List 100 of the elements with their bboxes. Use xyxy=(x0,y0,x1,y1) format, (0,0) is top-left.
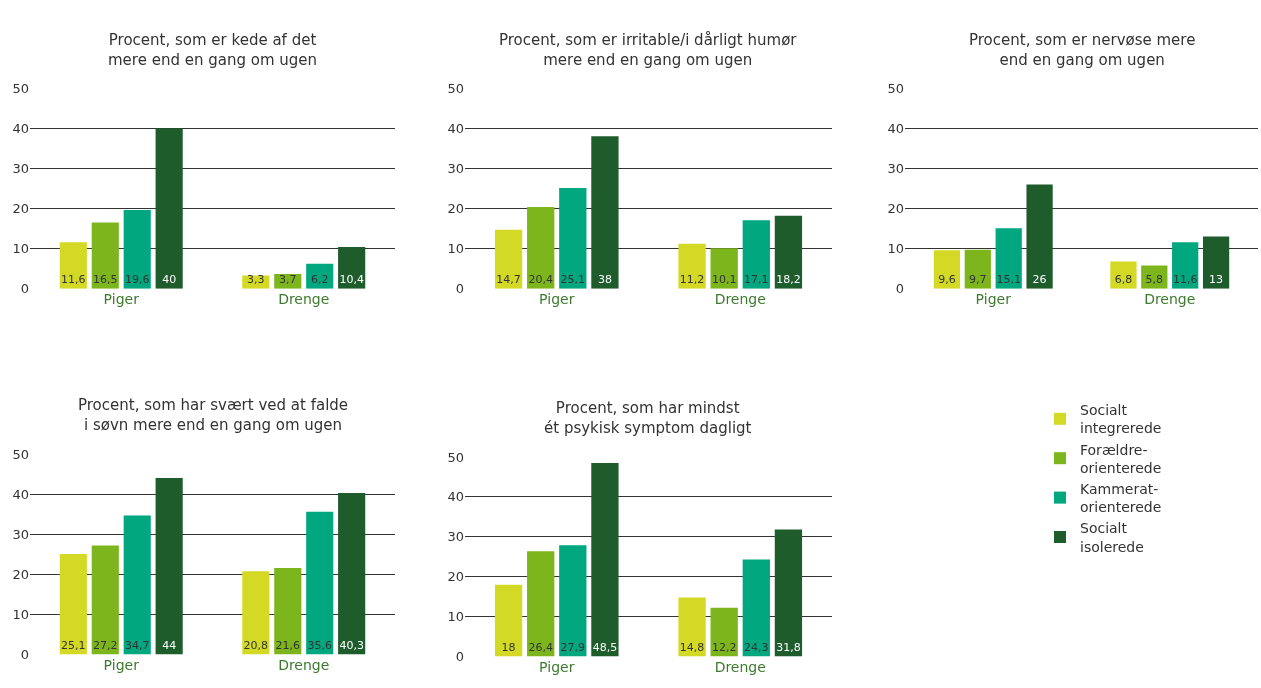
bar xyxy=(494,584,523,657)
data-label: 3,3 xyxy=(247,272,265,286)
chart-title: Procent, som har mindst ét psykisk symptom dagligt xyxy=(544,399,752,437)
y-tick-label: 50 xyxy=(887,80,904,96)
y-tick-label: 30 xyxy=(12,526,29,542)
bar xyxy=(59,553,87,655)
data-label: 20,4 xyxy=(528,272,553,286)
y-tick-label: 0 xyxy=(895,281,904,297)
y-tick-label: 10 xyxy=(887,241,904,257)
data-label: 48,5 xyxy=(592,640,618,654)
data-label: 13 xyxy=(1209,272,1224,286)
y-tick-label: 10 xyxy=(447,609,464,625)
data-label: 25,1 xyxy=(560,272,586,286)
bar xyxy=(527,551,555,657)
data-label: 14,8 xyxy=(679,640,705,654)
bar xyxy=(559,188,587,289)
data-label: 40 xyxy=(162,272,177,286)
bar xyxy=(742,559,770,657)
y-tick-label: 20 xyxy=(12,201,29,217)
x-tick-label: Piger xyxy=(539,658,575,675)
data-label: 11,6 xyxy=(61,272,86,286)
data-label: 9,7 xyxy=(969,272,987,286)
data-label: 9,6 xyxy=(938,272,956,286)
data-label: 5,8 xyxy=(1145,272,1164,286)
y-tick-label: 0 xyxy=(455,649,464,665)
x-tick-label: Drenge xyxy=(714,290,766,307)
legend-label: Kammerat- orienterede xyxy=(1080,480,1162,516)
x-tick-label: Drenge xyxy=(714,658,766,675)
data-label: 3,7 xyxy=(279,272,297,286)
data-label: 15,1 xyxy=(996,272,1021,286)
data-label: 27,2 xyxy=(93,638,118,652)
chart-title: Procent, som er kede af det mere end en gang om ugen xyxy=(108,31,318,69)
bar xyxy=(742,220,770,289)
bar xyxy=(338,492,366,655)
x-tick-label: Piger xyxy=(103,656,140,673)
data-label: 18,2 xyxy=(776,272,801,286)
y-tick-label: 0 xyxy=(20,281,29,297)
bar xyxy=(559,545,587,657)
y-tick-label: 50 xyxy=(12,446,29,462)
bar xyxy=(591,136,619,289)
data-label: 24,3 xyxy=(744,640,769,654)
data-label: 25,1 xyxy=(61,638,86,652)
legend-label: Socialt integrerede xyxy=(1080,402,1162,437)
y-tick-label: 50 xyxy=(447,80,464,96)
chart-title: Procent, som er nervøse mere end en gang om ugen xyxy=(969,31,1196,69)
data-label: 10,4 xyxy=(339,272,364,286)
bar xyxy=(306,511,334,655)
y-tick-label: 0 xyxy=(455,281,464,297)
bar xyxy=(155,478,183,655)
data-label: 40,3 xyxy=(339,638,364,652)
data-label: 6,8 xyxy=(1114,272,1133,286)
bar xyxy=(995,228,1022,289)
bar xyxy=(678,243,706,289)
y-tick-label: 30 xyxy=(447,529,464,545)
data-label: 35,6 xyxy=(307,638,332,652)
x-tick-label: Drenge xyxy=(278,290,330,307)
y-tick-label: 10 xyxy=(12,241,29,257)
data-label: 18 xyxy=(501,640,516,654)
bar xyxy=(591,462,619,657)
data-label: 14,7 xyxy=(496,272,521,286)
data-label: 11,6 xyxy=(1172,272,1198,286)
data-label: 31,8 xyxy=(776,640,801,654)
chart-title: Procent, som har svært ved at falde i søvn mere end en gang om ugen xyxy=(78,396,349,434)
data-label: 26 xyxy=(1032,272,1047,286)
bar xyxy=(710,607,738,657)
y-tick-label: 10 xyxy=(12,607,29,623)
bar xyxy=(59,242,87,289)
bar xyxy=(123,210,151,289)
y-tick-label: 40 xyxy=(12,120,29,136)
bar xyxy=(274,567,302,655)
data-label: 12,2 xyxy=(711,640,737,654)
y-tick-label: 20 xyxy=(447,569,464,585)
y-tick-label: 30 xyxy=(887,160,904,176)
bar xyxy=(774,529,803,657)
bar xyxy=(1172,242,1199,289)
data-label: 26,4 xyxy=(528,640,553,654)
data-label: 19,6 xyxy=(124,272,150,286)
x-tick-label: Piger xyxy=(103,290,140,307)
chart-title: Procent, som er irritable/i dårligt humør mere end en gang om ugen xyxy=(499,31,798,69)
data-label: 34,7 xyxy=(124,638,150,652)
data-label: 44 xyxy=(162,638,177,652)
y-tick-label: 10 xyxy=(447,241,464,257)
bar xyxy=(678,597,706,657)
bar xyxy=(123,515,151,655)
y-tick-label: 40 xyxy=(887,120,904,136)
legend-label: Forældre- orienterede xyxy=(1080,441,1162,476)
y-tick-label: 50 xyxy=(447,449,464,465)
y-tick-label: 40 xyxy=(447,489,464,505)
y-tick-label: 30 xyxy=(447,160,464,176)
bar xyxy=(964,249,991,289)
data-label: 20,8 xyxy=(243,638,269,652)
data-label: 17,1 xyxy=(744,272,769,286)
y-tick-label: 40 xyxy=(447,120,464,136)
data-label: 10,1 xyxy=(711,272,737,286)
bar xyxy=(155,128,183,289)
bar xyxy=(91,222,119,289)
bar xyxy=(494,229,523,289)
y-tick-label: 30 xyxy=(12,160,29,176)
y-tick-label: 20 xyxy=(447,201,464,217)
bar xyxy=(1202,236,1230,289)
